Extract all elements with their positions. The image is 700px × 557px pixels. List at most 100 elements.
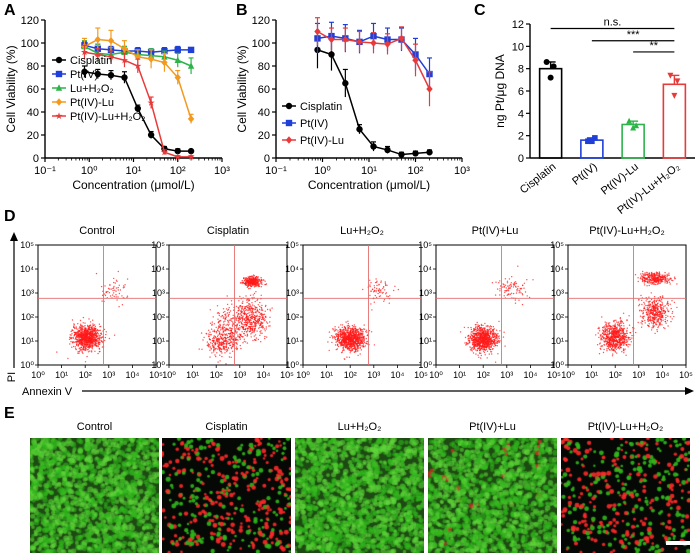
event-dot xyxy=(242,281,244,284)
event-dot xyxy=(251,304,254,306)
x-tick-label: 10⁵ xyxy=(149,370,163,380)
event-dot xyxy=(251,323,253,325)
event-dot xyxy=(488,344,491,346)
event-dot xyxy=(478,341,481,343)
data-point xyxy=(187,46,195,54)
y-tick-label: 10⁵ xyxy=(418,240,432,250)
event-dot xyxy=(243,310,245,312)
event-dot xyxy=(355,337,358,340)
event-dot xyxy=(255,281,258,284)
event-dot xyxy=(101,300,103,302)
event-dot xyxy=(345,344,348,347)
y-tick-label: 10¹ xyxy=(286,336,299,346)
data-point xyxy=(107,53,115,60)
event-dot xyxy=(491,342,493,345)
event-dot xyxy=(241,307,243,309)
event-dot xyxy=(498,320,500,323)
event-dot xyxy=(243,340,245,342)
event-dot xyxy=(354,347,357,349)
y-tick-label: 40 xyxy=(258,107,270,119)
event-dot xyxy=(263,318,265,320)
legend-entry: Pt(IV) xyxy=(300,118,328,130)
event-dot xyxy=(256,307,258,309)
event-dot xyxy=(482,339,485,341)
event-dot xyxy=(77,323,79,325)
event-dot xyxy=(490,345,492,348)
event-dot xyxy=(491,282,494,284)
event-dot xyxy=(342,338,345,340)
event-dot xyxy=(345,321,347,323)
data-point xyxy=(94,35,101,44)
event-dot xyxy=(83,335,86,337)
event-dot xyxy=(362,330,364,333)
event-dot xyxy=(481,338,483,340)
event-dot xyxy=(348,333,350,335)
event-dot xyxy=(95,341,97,343)
event-dot xyxy=(624,348,626,350)
event-dot xyxy=(246,305,248,307)
event-dot xyxy=(244,334,246,336)
event-dot xyxy=(354,326,357,328)
legend-marker xyxy=(55,98,63,106)
event-dot xyxy=(76,344,78,346)
event-dot xyxy=(228,319,230,321)
event-dot xyxy=(220,343,222,345)
event-dot xyxy=(253,275,255,277)
event-dot xyxy=(478,345,481,347)
event-dot xyxy=(371,309,373,311)
event-dot xyxy=(243,280,245,282)
event-dot xyxy=(241,320,243,322)
event-dot xyxy=(344,342,346,344)
data-point xyxy=(80,48,89,56)
event-dot xyxy=(255,311,257,313)
event-dot xyxy=(238,309,240,311)
data-point xyxy=(550,63,557,70)
event-dot xyxy=(246,280,248,282)
event-dot xyxy=(248,330,251,333)
event-dot xyxy=(222,325,224,328)
event-dot xyxy=(518,292,520,294)
event-dot xyxy=(231,328,233,330)
event-dot xyxy=(56,351,58,353)
event-dot xyxy=(384,284,387,286)
event-dot xyxy=(258,317,260,320)
event-dot xyxy=(497,339,500,342)
event-dot xyxy=(254,323,256,325)
event-dot xyxy=(617,322,619,324)
event-dot xyxy=(94,331,97,333)
plot-frame xyxy=(168,244,288,366)
data-point xyxy=(426,85,433,93)
event-dot xyxy=(254,318,256,320)
event-dot xyxy=(479,335,481,337)
event-dot xyxy=(247,282,249,285)
event-dot xyxy=(477,347,480,350)
event-dot xyxy=(488,337,490,339)
event-dot xyxy=(206,341,209,343)
event-dot xyxy=(217,318,219,320)
flow-panel-control: Control10⁰10⁰10¹10¹10²10²10³10³10⁴10⁴10⁵… xyxy=(20,225,163,380)
event-dot xyxy=(226,341,228,343)
event-dot xyxy=(209,342,212,344)
data-point xyxy=(356,38,363,46)
event-dot xyxy=(254,309,256,311)
event-dot xyxy=(252,339,254,342)
event-dot xyxy=(92,319,94,321)
event-dot xyxy=(231,325,234,327)
event-dot xyxy=(528,296,531,299)
event-dot xyxy=(95,329,97,331)
event-dot xyxy=(480,323,483,326)
data-point xyxy=(592,135,598,141)
event-dot xyxy=(250,323,252,326)
event-dot xyxy=(351,329,353,331)
event-dot xyxy=(254,279,257,281)
event-dot xyxy=(222,308,225,310)
event-dot xyxy=(474,329,476,331)
flow-panel-title: Pt(IV)+Lu xyxy=(472,225,519,237)
event-dot xyxy=(491,348,494,350)
event-dot xyxy=(472,352,475,354)
event-dot xyxy=(356,337,359,339)
event-dot xyxy=(240,317,242,319)
event-dot xyxy=(361,337,363,339)
event-dot xyxy=(629,344,631,346)
event-dot xyxy=(113,295,115,298)
